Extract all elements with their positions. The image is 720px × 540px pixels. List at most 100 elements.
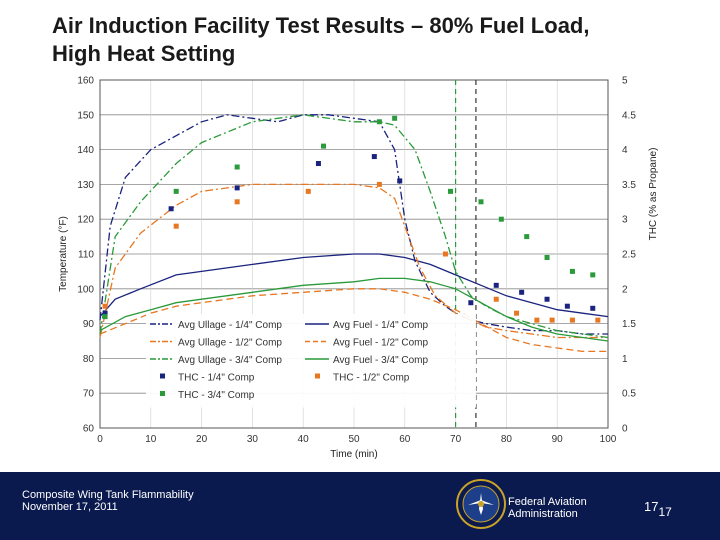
legend-marker: [315, 373, 320, 379]
footer-bar: Composite Wing Tank Flammability Novembe…: [0, 472, 720, 540]
faa-name-line2: Administration: [508, 508, 578, 520]
x-tick-label: 90: [552, 434, 564, 445]
y-tick-label: 90: [83, 319, 95, 330]
thc-data-point: [371, 154, 377, 160]
thc-data-point: [442, 251, 448, 257]
y2-tick-label: 4.5: [622, 110, 636, 121]
thc-data-point: [569, 317, 575, 323]
y2-tick-label: 1: [622, 354, 628, 365]
legend-label: Avg Ullage - 3/4" Comp: [178, 355, 282, 366]
legend-label: THC - 1/2" Comp: [333, 373, 410, 384]
thc-data-point: [549, 317, 555, 323]
y-axis-label: Temperature (°F): [58, 216, 69, 292]
legend-label: THC - 3/4" Comp: [178, 390, 255, 401]
thc-data-point: [534, 317, 540, 323]
chart: 60 70 80 90 100 110 120 130 140 150 160 0 0.5 1 1.5 2 2.…: [0, 68, 720, 470]
y2-tick-label: 3: [622, 215, 628, 226]
legend-marker: [160, 373, 165, 379]
thc-data-point: [102, 314, 108, 320]
thc-data-point: [514, 310, 520, 316]
y2-tick-label: 2.5: [622, 250, 636, 261]
y2-axis-label: THC (% as Propane): [648, 148, 659, 241]
thc-data-point: [392, 115, 398, 121]
y2-tick-label: 5: [622, 76, 628, 87]
thc-data-point: [234, 199, 240, 205]
chart-svg: 6070809010011012013014015016000.511.522.…: [58, 76, 659, 461]
y2-tick-label: 4: [622, 145, 628, 156]
x-tick-label: 80: [501, 434, 513, 445]
y-tick-label: 150: [77, 110, 94, 121]
page-number-sub: 17: [658, 505, 672, 519]
thc-data-point: [519, 289, 525, 295]
legend-label: Avg Ullage - 1/2" Comp: [178, 338, 282, 349]
thc-data-point: [305, 188, 311, 194]
thc-data-point: [498, 216, 504, 222]
y-tick-label: 120: [77, 215, 94, 226]
legend-marker: [160, 391, 165, 396]
series-line: [99, 114, 608, 335]
thc-data-point: [315, 161, 321, 167]
thc-data-point: [173, 188, 179, 194]
legend-label: Avg Fuel - 3/4" Comp: [333, 355, 429, 366]
thc-data-point: [168, 206, 174, 212]
y2-tick-label: 1.5: [622, 319, 636, 330]
thc-data-point: [544, 296, 550, 302]
footer-presentation-info: Composite Wing Tank Flammability Novembe…: [22, 489, 194, 513]
series-line: [99, 277, 609, 342]
y2-tick-label: 0.5: [622, 389, 636, 400]
legend-label: Avg Fuel - 1/2" Comp: [333, 338, 429, 349]
thc-data-point: [448, 188, 454, 194]
thc-data-point: [102, 310, 108, 316]
thc-data-point: [493, 282, 499, 288]
thc-data-point: [590, 305, 596, 311]
slide-title: Air Induction Facility Test Results – 80…: [52, 12, 712, 68]
faa-seal-icon: [456, 479, 506, 529]
x-tick-label: 30: [247, 434, 259, 445]
y-tick-label: 80: [83, 354, 95, 365]
x-tick-label: 0: [97, 434, 103, 445]
y-tick-label: 140: [77, 145, 94, 156]
page-number: 1717: [644, 499, 672, 519]
thc-data-point: [544, 254, 550, 260]
legend-label: THC - 1/4" Comp: [178, 373, 255, 384]
plot-border: [99, 79, 609, 429]
y2-tick-label: 0: [622, 424, 628, 435]
faa-name: Federal Aviation Administration: [508, 496, 587, 520]
faa-name-line1: Federal Aviation: [508, 496, 587, 508]
legend-label: Avg Fuel - 1/4" Comp: [333, 320, 429, 331]
thc-data-point: [234, 164, 240, 170]
x-tick-label: 10: [145, 434, 157, 445]
y-tick-label: 60: [83, 424, 95, 435]
thc-data-point: [102, 303, 108, 309]
x-tick-label: 50: [348, 434, 360, 445]
slide-title-line1: Air Induction Facility Test Results – 80…: [52, 13, 590, 38]
thc-data-point: [595, 317, 601, 323]
thc-data-point: [234, 185, 240, 191]
footer-presentation-date: November 17, 2011: [22, 501, 118, 513]
page-number-main: 17: [644, 499, 659, 514]
y-tick-label: 70: [83, 389, 95, 400]
x-tick-label: 100: [600, 434, 617, 445]
thc-data-point: [590, 272, 596, 278]
slide-title-line2: High Heat Setting: [52, 41, 236, 66]
y-tick-label: 130: [77, 180, 94, 191]
footer-presentation-title: Composite Wing Tank Flammability: [22, 489, 194, 501]
x-tick-label: 60: [399, 434, 411, 445]
thc-data-point: [376, 181, 382, 187]
series-line: [99, 288, 608, 353]
legend-box: [146, 314, 476, 408]
x-tick-label: 70: [450, 434, 462, 445]
y2-tick-label: 3.5: [622, 180, 636, 191]
y-tick-label: 160: [77, 76, 94, 87]
thc-data-point: [397, 178, 403, 184]
series-line: [99, 253, 609, 318]
thc-data-point: [321, 143, 327, 149]
y-tick-label: 110: [78, 250, 94, 261]
thc-data-point: [173, 223, 179, 229]
y-tick-label: 100: [77, 284, 94, 295]
legend-label: Avg Ullage - 1/4" Comp: [178, 320, 282, 331]
x-axis-label: Time (min): [330, 449, 377, 460]
y2-tick-label: 2: [622, 284, 628, 295]
series-line: [99, 114, 609, 339]
thc-data-point: [493, 296, 499, 302]
